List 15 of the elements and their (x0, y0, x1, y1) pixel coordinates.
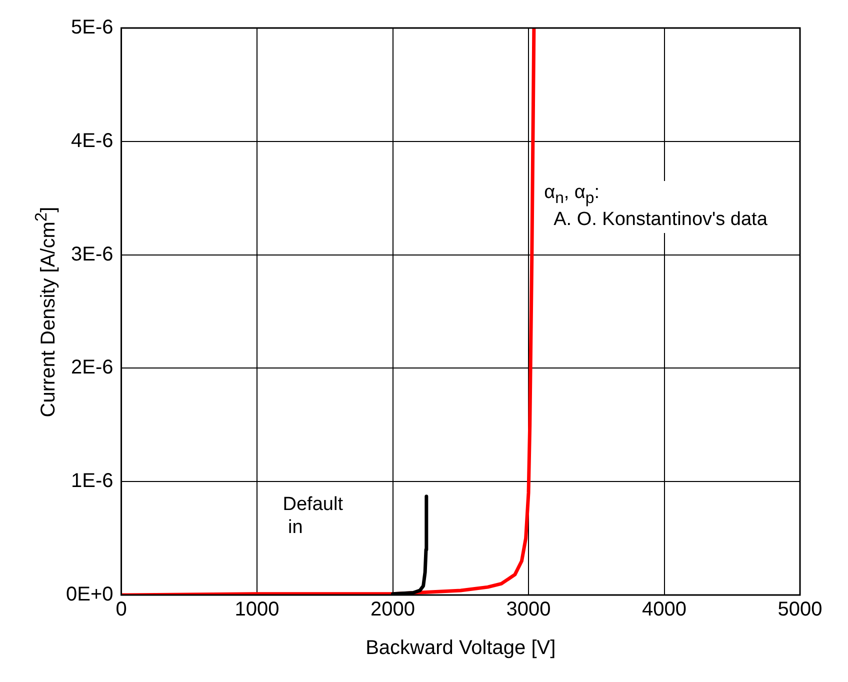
x-tick-label: 3000 (506, 598, 551, 621)
y-tick-label: 3E-6 (71, 243, 114, 266)
x-tick-label: 1000 (234, 598, 280, 621)
x-tick-label: 5000 (778, 598, 822, 621)
y-tick-label: 2E-6 (71, 356, 114, 379)
y-tick-label: 5E-6 (71, 16, 114, 39)
y-tick-label: 4E-6 (71, 130, 114, 152)
x-tick-label: 2000 (370, 598, 416, 621)
x-tick-label: 0 (116, 598, 127, 621)
x-tick-label: 4000 (642, 598, 687, 621)
y-tick-label: 0E+0 (66, 584, 114, 606)
annotation: Default in (280, 492, 345, 541)
annotation: α$_{n}$, α$_{p}$: A. O. Konstantinov's data (542, 181, 770, 233)
y-tick-label: 1E-6 (71, 470, 114, 492)
x-axis-title: Backward Voltage [V] (366, 636, 556, 660)
